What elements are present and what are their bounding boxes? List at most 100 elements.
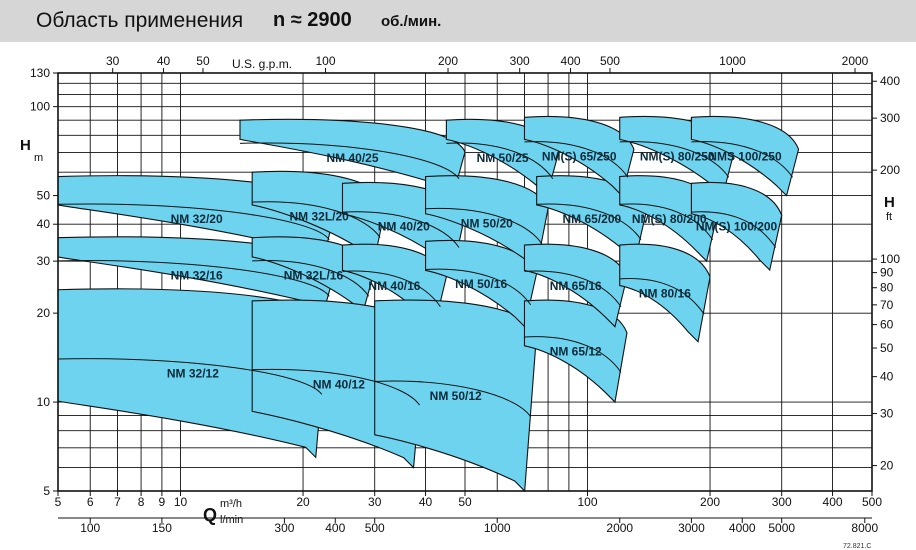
impeller-curve-nm-50-12	[374, 380, 532, 418]
y-right-tick-label: 30	[880, 407, 894, 421]
x-lmin-tick-label: 2000	[606, 521, 633, 535]
x-bottom-tick-label: 300	[772, 495, 792, 509]
impeller-curve-nms-100-250	[691, 141, 793, 178]
region-label-nm-50-12: NM 50/12	[430, 389, 482, 403]
y-left-tick-label: 20	[37, 306, 51, 320]
x-lmin-tick-label: 100	[80, 521, 100, 535]
impeller-curve-nm-32l-16	[252, 260, 370, 297]
region-label-nm-s-80-250: NM(S) 80/250	[640, 149, 715, 163]
x-top-tick-label: 100	[315, 54, 335, 68]
x-bottom-tick-label: 100	[578, 495, 598, 509]
impeller-curve-nm-50-25	[446, 142, 554, 180]
region-label-nm-65-16: NM 65/16	[550, 279, 602, 293]
y-left-tick-label: 100	[30, 100, 50, 114]
axes: 5 6 7 8 9 10 20 30 40 50 100 200 300 400 500 100 150 300 4…	[30, 54, 900, 535]
y-left-unit: m	[34, 152, 43, 164]
y-right-symbol: H	[884, 194, 895, 211]
impeller-curve-nm-80-16	[619, 278, 705, 315]
x-unit-m3h: m³/h	[220, 498, 242, 510]
impeller-curve-nm-32-12	[57, 358, 323, 395]
x-top-tick-label: 200	[438, 54, 458, 68]
region-label-nms-100-250: NMS 100/250	[708, 149, 782, 163]
impeller-curve-nm-65-200	[536, 203, 642, 240]
region-label-nm-40-12: NM 40/12	[313, 377, 365, 391]
y-right-tick-label: 100	[880, 252, 900, 266]
y-right-tick-label: 80	[880, 281, 894, 295]
impeller-curve-nm-50-16	[425, 268, 532, 306]
x-bottom-tick-label: 400	[823, 495, 843, 509]
region-label-nm-65-200: NM 65/200	[562, 212, 621, 226]
x-symbol: Q	[203, 505, 217, 525]
x-top-tick-label: 300	[510, 54, 530, 68]
region-label-nm-40-20: NM 40/20	[378, 220, 430, 234]
figure-code: 72.821.C	[843, 543, 871, 550]
y-left-tick-label: 30	[37, 254, 51, 268]
x-top-tick-label: 30	[106, 54, 120, 68]
region-label-nm-32l-20: NM 32L/20	[289, 210, 349, 224]
y-right-tick-label: 40	[880, 370, 894, 384]
region-label-nm-32l-16: NM 32L/16	[284, 268, 344, 282]
top-axis-unit: U.S. g.p.m.	[232, 57, 292, 71]
impeller-curve-nm-40-20	[342, 211, 460, 248]
region-label-nm-80-16: NM 80/16	[639, 286, 691, 300]
y-right-tick-label: 90	[880, 266, 894, 280]
x-bottom-tick-label: 50	[458, 495, 472, 509]
impeller-curve-nm-32l-20	[252, 201, 381, 238]
y-left-tick-label: 130	[30, 66, 50, 80]
y-left-tick-label: 50	[37, 189, 51, 203]
x-lmin-tick-label: 500	[365, 521, 385, 535]
impeller-curve-nm-s-80-250	[619, 141, 730, 178]
y-right-tick-label: 50	[880, 341, 894, 355]
x-bottom-tick-label: 8	[138, 495, 145, 509]
chart-header: Область применения n ≈ 2900 об./мин.	[0, 0, 916, 42]
y-right-tick-label: 70	[880, 298, 894, 312]
region-nm-80-16	[619, 243, 711, 343]
x-lmin-tick-label: 300	[274, 521, 294, 535]
region-label-nm-32-16: NM 32/16	[171, 268, 223, 282]
y-left-symbol: H	[20, 137, 31, 154]
x-lmin-tick-label: 150	[152, 521, 172, 535]
x-bottom-tick-label: 5	[55, 495, 62, 509]
impeller-curve-nm-65-16	[524, 270, 622, 307]
x-top-tick-label: 50	[196, 54, 210, 68]
impeller-curve-nm-40-12	[252, 368, 420, 406]
speed-label: n ≈ 2900	[273, 9, 352, 31]
region-label-nm-40-25: NM 40/25	[326, 151, 378, 165]
impeller-curve-nm-32-16	[57, 260, 330, 297]
region-label-nm-50-16: NM 50/16	[455, 277, 507, 291]
region-nm-65-16	[523, 243, 628, 328]
region-label-nm-s-80-200: NM(S) 80/200	[632, 212, 707, 226]
x-top-tick-label: 2000	[842, 54, 869, 68]
region-label-nm-40-16: NM 40/16	[368, 279, 420, 293]
impeller-curve-nm-s-65-250	[524, 141, 629, 178]
region-label-nm-50-20: NM 50/20	[461, 216, 513, 230]
x-lmin-tick-label: 400	[325, 521, 345, 535]
x-top-tick-label: 400	[561, 54, 581, 68]
x-bottom-tick-label: 6	[87, 495, 94, 509]
region-nm-s-100-200	[690, 182, 783, 272]
impeller-curves	[57, 141, 793, 418]
y-left-tick-label: 5	[43, 484, 50, 498]
y-right-unit: ft	[886, 211, 892, 223]
speed-unit: об./мин.	[381, 13, 442, 30]
y-left-tick-label: 10	[37, 395, 51, 409]
x-top-tick-label: 40	[157, 54, 171, 68]
impeller-curve-nm-40-16	[342, 270, 441, 307]
region-nm-65-12	[523, 299, 628, 404]
impeller-curve-nm-50-20	[425, 207, 543, 245]
region-label-nm-s-65-250: NM(S) 65/250	[542, 149, 617, 163]
impeller-curve-nm-s-100-200	[691, 211, 777, 248]
x-bottom-tick-label: 7	[114, 495, 121, 509]
impeller-curve-nm-65-12	[524, 336, 622, 373]
region-label-nm-32-20: NM 32/20	[171, 212, 223, 226]
x-top-tick-label: 1000	[719, 54, 746, 68]
impeller-curve-nm-s-80-200	[619, 203, 714, 240]
region-labels: NM 32/12 NM 32/16 NM 32/20 NM 32L/16 NM 32L/…	[167, 149, 782, 402]
x-bottom-tick-label: 10	[174, 495, 188, 509]
y-right-tick-label: 60	[880, 318, 894, 332]
y-left-tick-label: 40	[37, 217, 51, 231]
x-lmin-tick-label: 4000	[729, 521, 756, 535]
y-right-tick-label: 400	[880, 74, 900, 88]
x-lmin-tick-label: 3000	[678, 521, 705, 535]
pump-regions	[57, 115, 800, 493]
